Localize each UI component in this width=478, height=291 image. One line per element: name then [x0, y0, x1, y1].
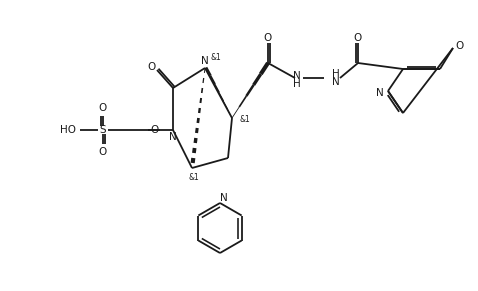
- Text: O: O: [99, 147, 107, 157]
- Text: H: H: [293, 79, 301, 89]
- Text: N: N: [293, 71, 301, 81]
- Text: O: O: [264, 33, 272, 43]
- Text: S: S: [100, 125, 106, 135]
- Text: O: O: [148, 62, 156, 72]
- Text: O: O: [354, 33, 362, 43]
- Text: HO: HO: [60, 125, 76, 135]
- Text: N: N: [376, 88, 384, 98]
- Text: N: N: [201, 56, 209, 66]
- Text: N: N: [169, 132, 177, 142]
- Text: &1: &1: [239, 116, 250, 125]
- Text: N: N: [220, 193, 228, 203]
- Text: H: H: [332, 69, 340, 79]
- Text: N: N: [332, 77, 340, 87]
- Text: O: O: [99, 103, 107, 113]
- Text: &1: &1: [211, 52, 221, 61]
- Text: &1: &1: [189, 173, 199, 182]
- Text: O: O: [151, 125, 159, 135]
- Text: O: O: [456, 41, 464, 51]
